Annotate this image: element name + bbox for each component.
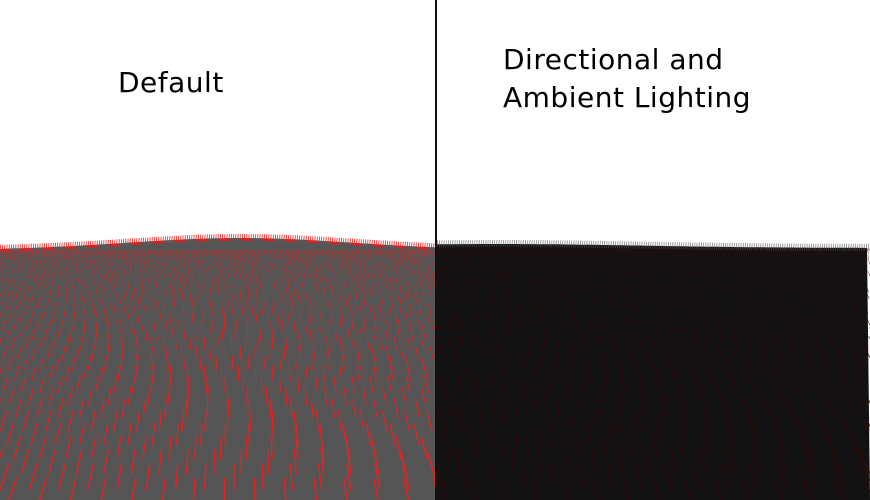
lit-panel-title-line1: Directional and: [503, 43, 724, 76]
panel-divider: [435, 0, 437, 500]
default-render-panel: Default: [0, 66, 435, 500]
lit-panel-title: Directional and Ambient Lighting: [503, 41, 751, 117]
lit-grass-field: [437, 239, 870, 500]
default-grass-field: [0, 233, 435, 500]
default-panel-title: Default: [118, 66, 224, 99]
grass-blades: [0, 233, 435, 500]
grass-blades: [437, 239, 870, 500]
lit-render-panel: Directional and Ambient Lighting: [437, 0, 870, 500]
ground-plane: [437, 244, 870, 500]
ground-plane: [0, 238, 435, 500]
lit-panel-title-line2: Ambient Lighting: [503, 81, 752, 114]
